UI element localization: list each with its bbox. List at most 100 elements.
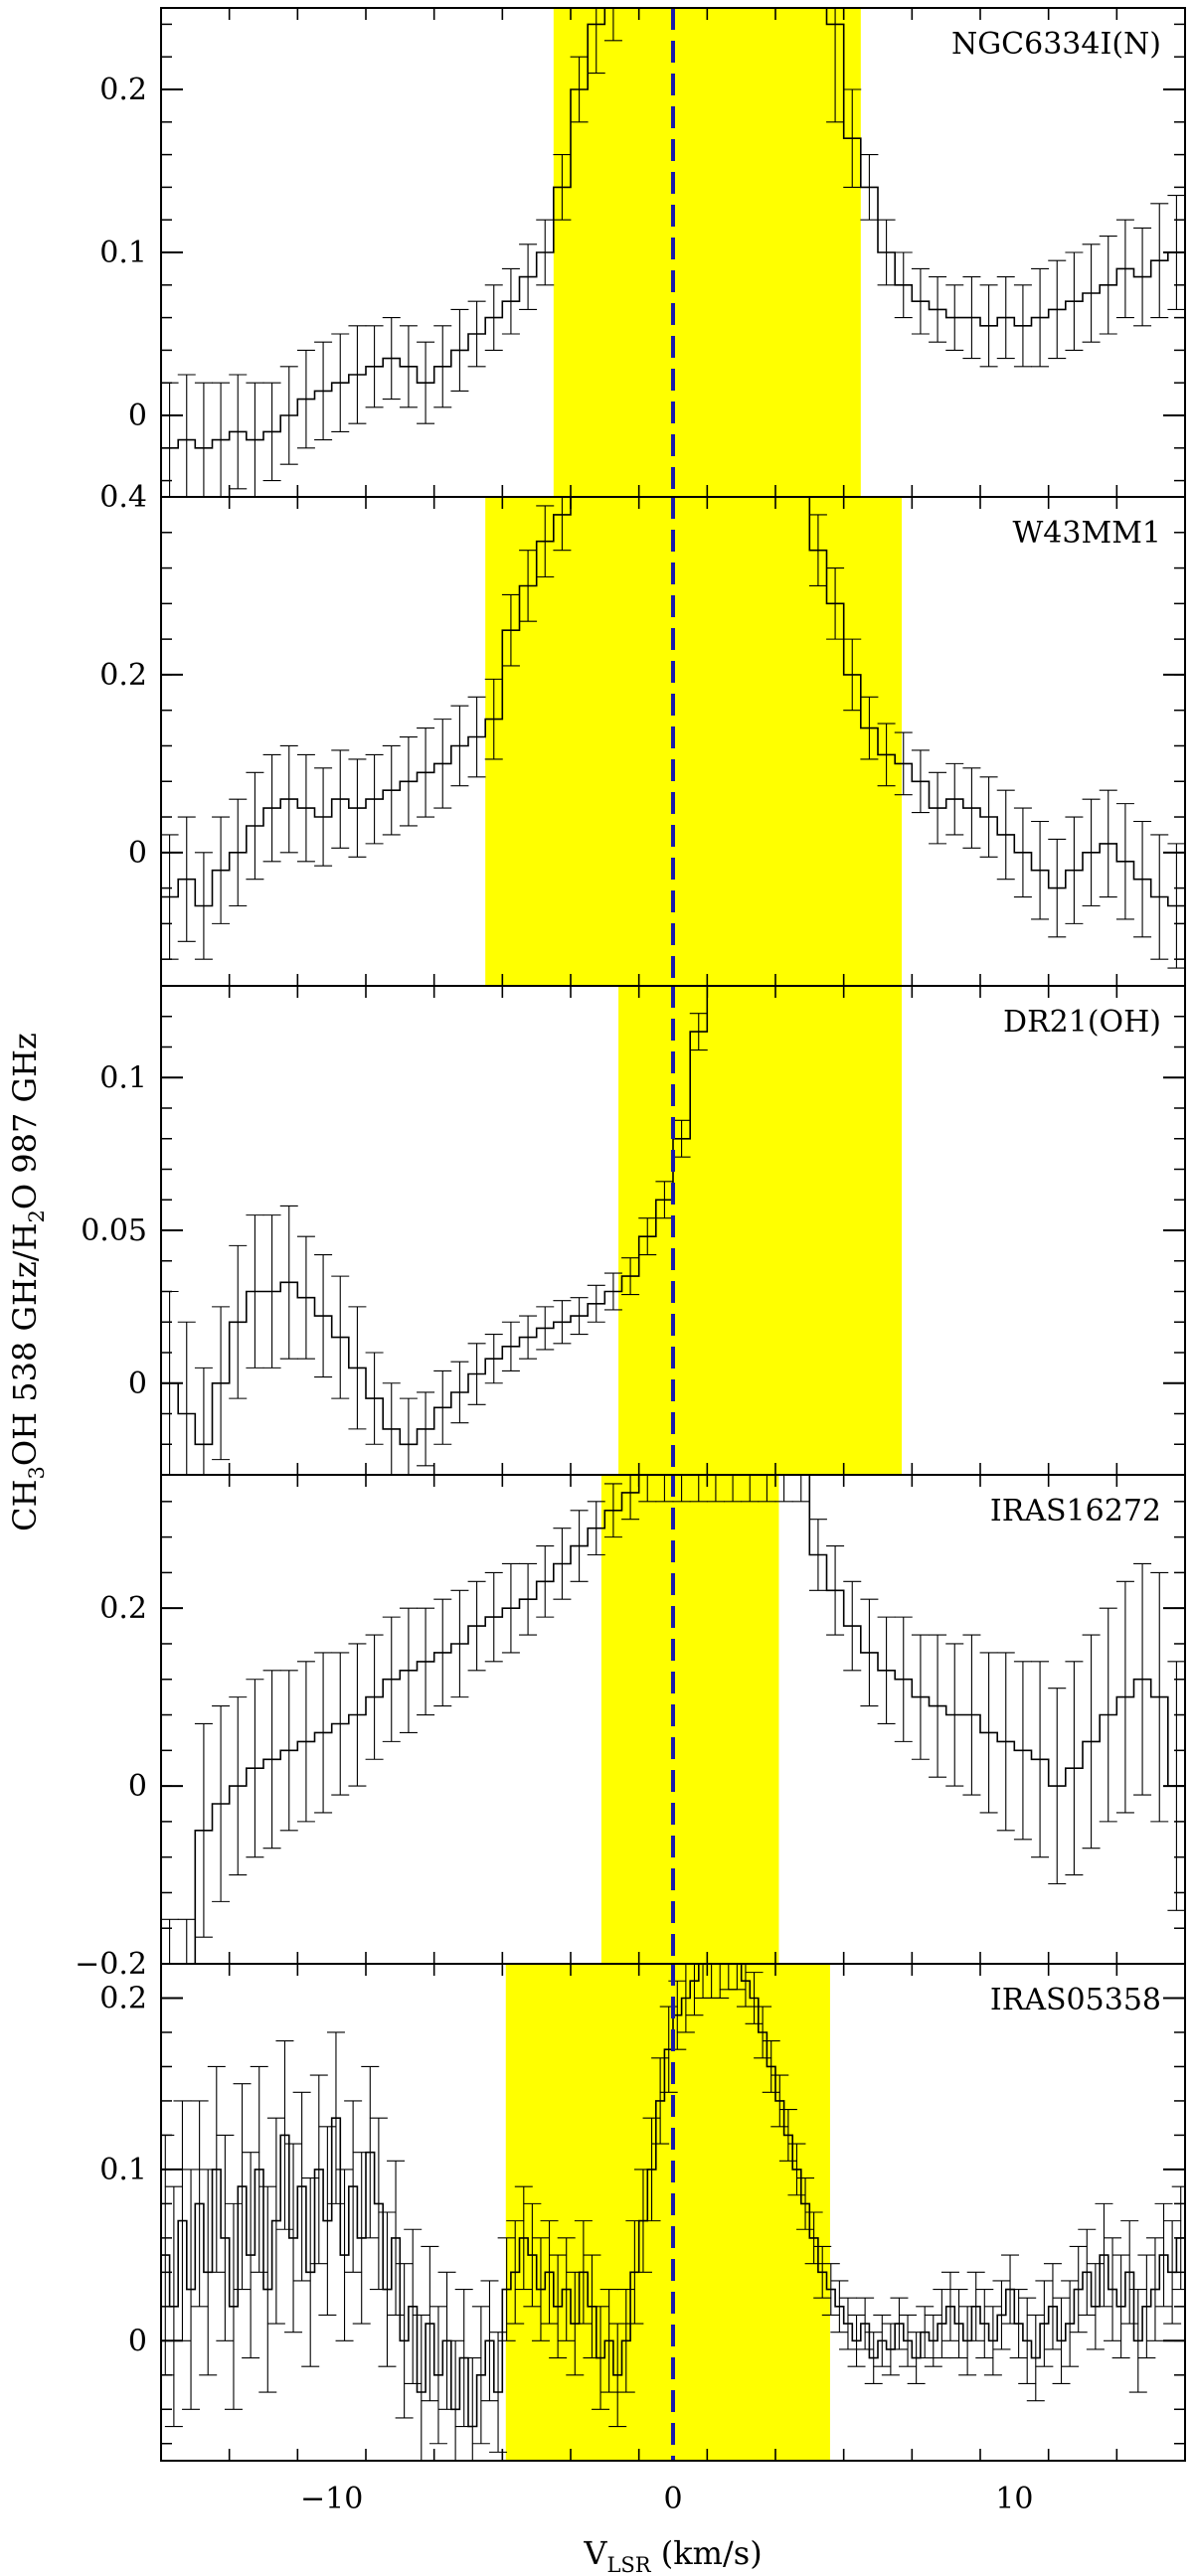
error-bar	[996, 789, 1015, 881]
error-bar	[603, 1483, 622, 1538]
error-bar	[1014, 937, 1032, 974]
error-bar	[1018, 2297, 1037, 2384]
error-bar	[348, 325, 367, 424]
error-bar	[233, 2083, 252, 2291]
panel-0: 0 0.1 0.2 NGC6334I(N)	[99, 7, 1186, 498]
error-bar	[519, 1315, 538, 1360]
y-tick-label: 0	[128, 1367, 147, 1401]
error-bar	[1104, 2237, 1122, 2341]
error-bar	[1082, 1634, 1101, 1850]
error-bar	[314, 767, 333, 867]
error-bar	[190, 2100, 209, 2308]
error-bar	[706, 1475, 725, 1503]
error-bar	[229, 798, 248, 907]
shaded-region	[618, 986, 903, 1475]
error-bar	[296, 753, 315, 863]
error-bar	[608, 2323, 627, 2428]
error-bar	[1167, 843, 1185, 969]
error-bar	[672, 1119, 691, 1158]
error-bar	[1115, 219, 1134, 319]
error-bar	[877, 723, 896, 787]
error-bar	[975, 2289, 994, 2359]
error-bar	[808, 1519, 827, 1591]
error-bar	[284, 2143, 303, 2334]
error-bar	[1031, 820, 1050, 920]
error-bar	[365, 753, 384, 845]
error-bar	[962, 767, 981, 849]
error-bar	[655, 1181, 674, 1219]
y-tick-label: 0	[128, 1769, 147, 1804]
error-bar	[194, 1367, 213, 1475]
error-bar	[399, 1397, 418, 1475]
error-bar	[399, 325, 418, 408]
error-bar	[979, 776, 998, 858]
error-bar	[1099, 236, 1117, 335]
error-bar	[344, 2100, 363, 2273]
error-bar	[262, 753, 281, 863]
error-bar	[1082, 243, 1101, 343]
error-bar	[296, 349, 315, 449]
error-bar	[506, 2220, 525, 2325]
panel-frame	[160, 1963, 1186, 2462]
error-bar	[262, 1670, 281, 1850]
y-tick-label: 0.2	[99, 1591, 147, 1626]
error-bar	[1100, 937, 1117, 974]
error-bar	[417, 341, 435, 424]
error-bar	[395, 2263, 414, 2419]
error-bar	[224, 2202, 243, 2410]
error-bar	[1163, 2220, 1182, 2325]
error-bar	[463, 2357, 482, 2461]
error-bar	[433, 1598, 452, 1707]
error-bar	[229, 1696, 248, 1876]
error-bar	[553, 1300, 572, 1345]
error-bar	[894, 731, 913, 796]
error-bar	[621, 1475, 640, 1521]
error-bar	[484, 678, 503, 760]
error-bar	[877, 1616, 896, 1725]
error-bar	[450, 308, 469, 392]
error-bar	[557, 2237, 576, 2341]
error-bar	[1133, 227, 1152, 327]
error-bar	[745, 1972, 764, 2024]
error-bar	[262, 382, 281, 482]
error-bar	[246, 1214, 264, 1368]
error-bar	[1043, 2263, 1062, 2350]
error-bar	[672, 1475, 691, 1503]
error-bar	[570, 1297, 589, 1336]
error-bar	[348, 1306, 367, 1430]
y-tick-label: 0.2	[99, 658, 147, 693]
error-bar	[736, 1964, 755, 2008]
error-bar	[279, 1670, 298, 1832]
panel-2-plot-area	[161, 937, 1117, 1475]
error-bar	[770, 2074, 789, 2128]
error-bar	[433, 1369, 452, 1445]
error-bar	[173, 2100, 192, 2341]
source-label: IRAS05358	[990, 1983, 1161, 2017]
error-bar	[216, 2134, 235, 2341]
error-bar	[808, 514, 827, 587]
error-bar	[741, 1475, 760, 1503]
error-bar	[417, 1607, 435, 1716]
error-bar	[246, 771, 264, 881]
y-axis-title-part: OH 538 GHz/H	[6, 1223, 44, 1467]
error-bar	[979, 1652, 998, 1814]
error-bar	[1115, 1580, 1134, 1814]
shaded-region	[553, 8, 861, 497]
source-label: NGC6334I(N)	[951, 27, 1161, 62]
error-bar	[412, 2314, 430, 2461]
x-axis-title-main: V	[583, 2534, 607, 2572]
error-bar	[1052, 2297, 1071, 2384]
source-label: W43MM1	[1012, 516, 1161, 551]
error-bar	[570, 56, 589, 123]
error-bar	[676, 1964, 695, 2033]
error-bar	[894, 1616, 913, 1742]
error-bar	[787, 2143, 806, 2196]
x-axis-title: VLSR (km/s)	[583, 2534, 762, 2576]
error-bar	[1061, 2280, 1080, 2367]
error-bar	[212, 816, 231, 924]
error-bar	[361, 2065, 380, 2239]
error-bar	[194, 382, 213, 497]
error-bar	[387, 2160, 406, 2316]
error-bar	[369, 2117, 388, 2291]
